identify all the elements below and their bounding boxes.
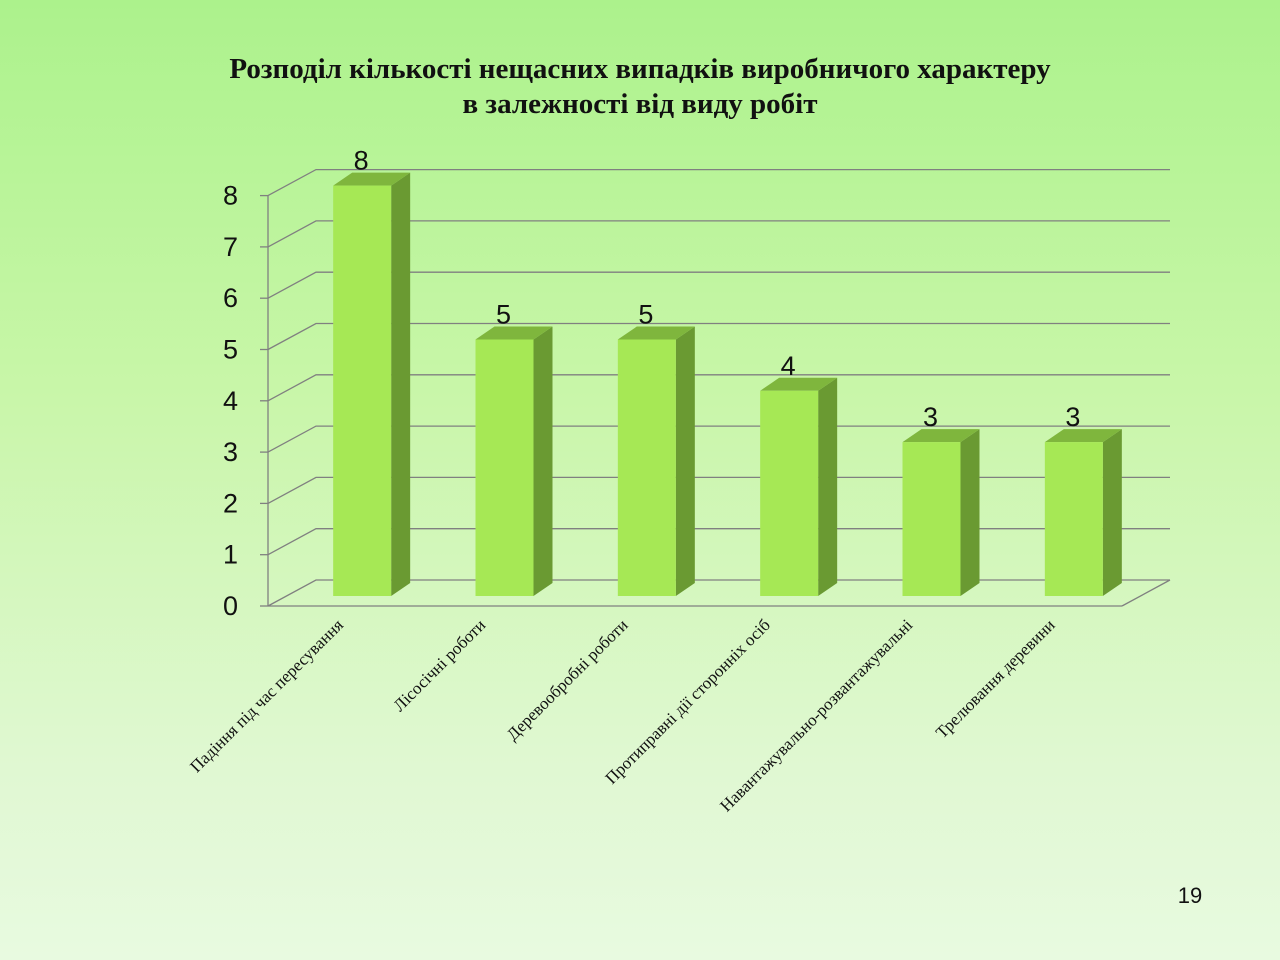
page-number: 19 — [1177, 883, 1203, 908]
gridline — [267, 374, 1170, 402]
bar-side — [391, 172, 411, 596]
y-tick-label: 6 — [223, 283, 238, 313]
y-tick-label: 7 — [223, 232, 238, 262]
bar — [617, 339, 676, 596]
bar-top — [475, 326, 553, 340]
bar — [902, 442, 961, 596]
y-tick-label: 4 — [223, 386, 238, 416]
x-tick-label: Протиправні дії сторонніх осіб — [602, 615, 774, 787]
bar-top — [760, 377, 838, 391]
bar — [760, 390, 819, 596]
x-tick-label: Трелювання деревини — [932, 615, 1059, 742]
data-label: 8 — [354, 146, 369, 176]
data-label: 3 — [923, 402, 938, 432]
bar-side — [960, 429, 980, 596]
gridline — [267, 168, 1170, 197]
bar — [475, 339, 534, 596]
y-tick-label: 2 — [223, 488, 238, 518]
title-line-2: в залежності від виду робіт — [462, 88, 818, 120]
gridline — [267, 220, 1170, 248]
data-label: 5 — [638, 300, 653, 330]
gridline — [267, 322, 1170, 351]
data-label: 5 — [496, 300, 511, 330]
y-tick-label: 8 — [223, 181, 238, 211]
x-tick-label: Лісосічні роботи — [390, 615, 490, 715]
gridline — [267, 425, 1170, 453]
data-label: 4 — [781, 351, 796, 381]
x-tick-label: Деревообробні роботи — [503, 615, 632, 744]
gridline — [267, 528, 1170, 556]
floor-right-edge — [1121, 579, 1171, 607]
gridline — [267, 476, 1170, 504]
bar-side — [1102, 429, 1122, 596]
bar — [1044, 442, 1103, 596]
bar — [333, 185, 392, 596]
y-tick-label: 5 — [223, 335, 238, 365]
title-line-1: Розподіл кількості нещасних випадків вир… — [229, 53, 1051, 85]
chart-title: Розподіл кількості нещасних випадків вир… — [0, 52, 1280, 122]
y-tick-label: 1 — [223, 540, 238, 570]
data-label: 3 — [1065, 402, 1080, 432]
bar-top — [333, 172, 411, 186]
gridline — [267, 579, 1170, 607]
x-tick-label: Падіння під час пересування — [186, 615, 347, 776]
bar-top — [902, 429, 980, 443]
bar-top — [1044, 429, 1122, 443]
bar-side — [533, 326, 553, 596]
bar-side — [675, 326, 695, 596]
y-tick-label: 0 — [223, 591, 238, 621]
bar-top — [617, 326, 695, 340]
gridline — [267, 271, 1170, 299]
y-tick-label: 3 — [223, 437, 238, 467]
bar-side — [818, 377, 838, 596]
